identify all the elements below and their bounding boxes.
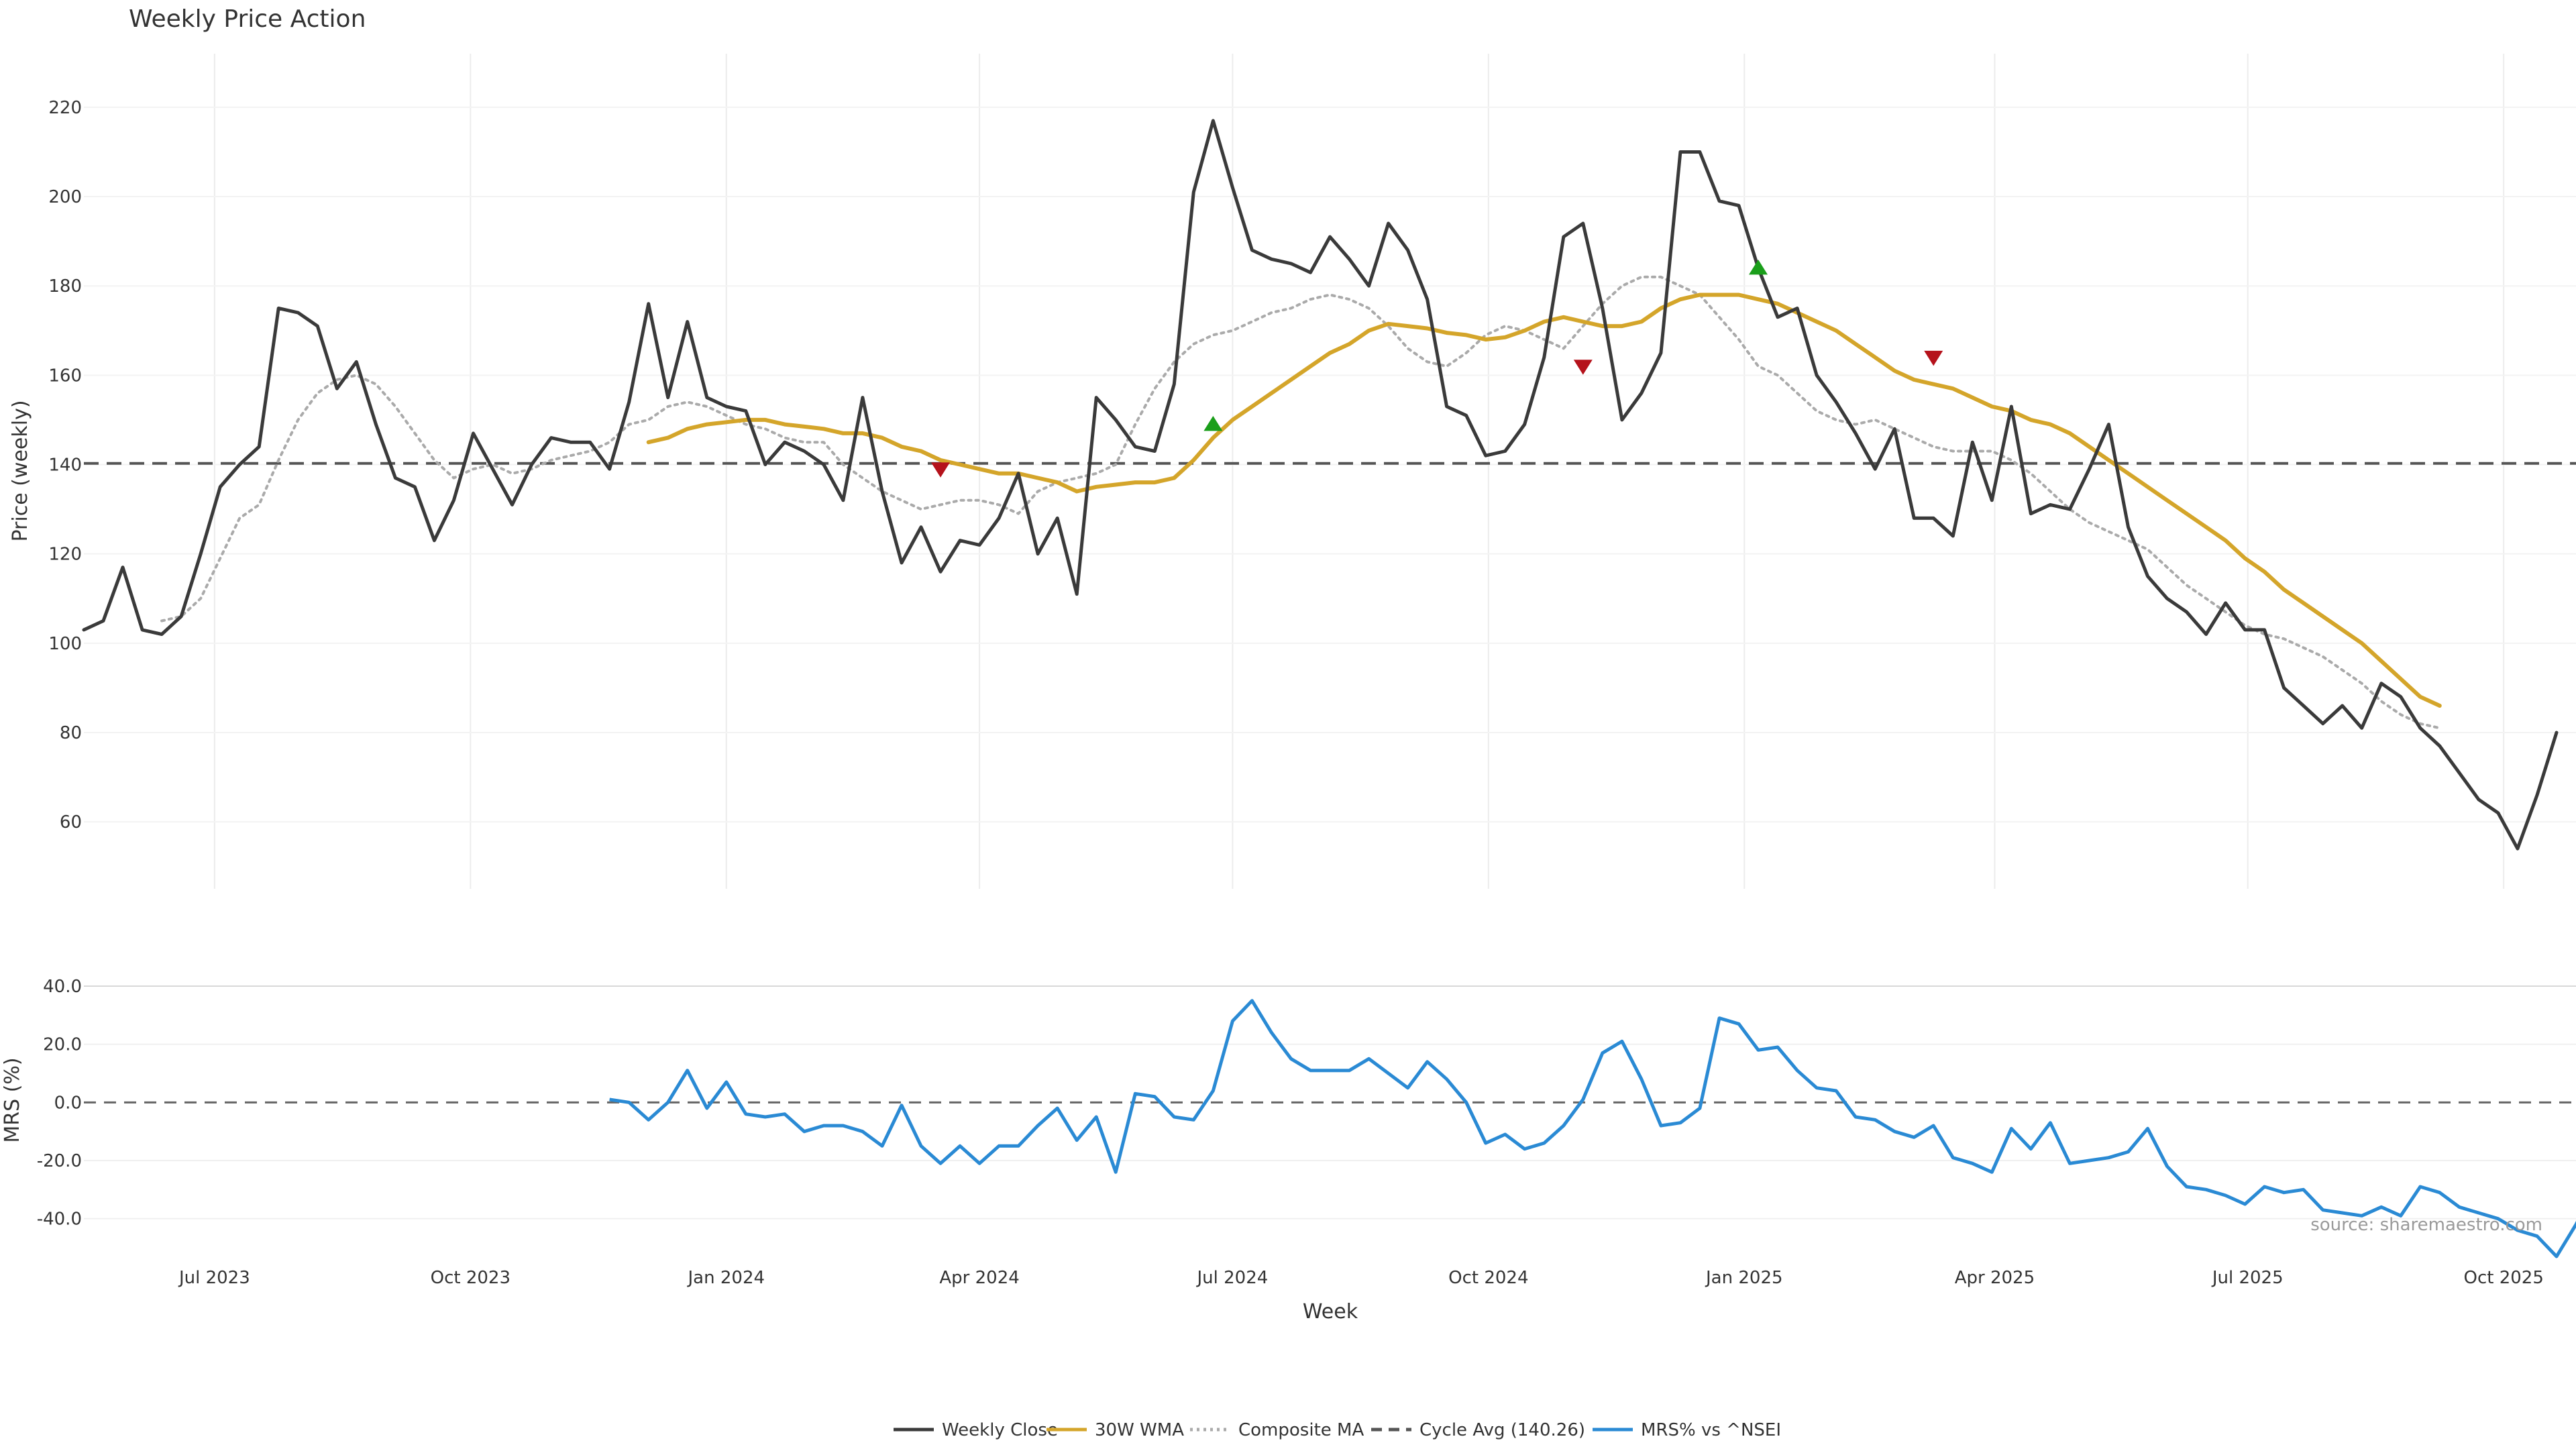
legend-item: 30W WMA <box>1046 1420 1184 1440</box>
signal-marker-up <box>1203 415 1223 431</box>
x-tick-label: Oct 2025 <box>2464 1268 2544 1288</box>
x-tick-label: Apr 2024 <box>939 1268 1019 1288</box>
source-note: source: sharemaestro.com <box>2310 1215 2542 1235</box>
price-y-tick: 120 <box>48 545 82 565</box>
signal-marker-down <box>1573 360 1593 375</box>
x-tick-labels: Jul 2023 Oct 2023 Jan 2024 Apr 2024 Jul 2024… <box>178 1268 2544 1288</box>
signal-marker-down <box>1924 350 1943 366</box>
chart-title: Weekly Price Action <box>129 5 366 33</box>
series-line-30w-wma <box>646 292 2442 708</box>
price-gridlines <box>84 54 2576 889</box>
x-tick-label: Jul 2024 <box>1195 1268 1268 1288</box>
x-tick-label: Apr 2025 <box>1955 1268 2035 1288</box>
x-tick-label: Oct 2024 <box>1448 1268 1528 1288</box>
legend-label: Weekly Close <box>942 1420 1058 1440</box>
legend-label: MRS% vs ^NSEI <box>1641 1420 1781 1440</box>
series-line-weekly-close <box>82 119 2559 851</box>
series-line-mrs <box>609 999 2576 1258</box>
price-y-tick: 140 <box>48 455 82 476</box>
legend-label: 30W WMA <box>1095 1420 1184 1440</box>
price-y-axis-label: Price (weekly) <box>9 400 32 541</box>
signal-marker-down <box>931 462 951 478</box>
legend-item: MRS% vs ^NSEI <box>1593 1420 1781 1440</box>
price-y-tick: 60 <box>60 812 82 833</box>
mrs-series-lines <box>609 999 2576 1258</box>
x-tick-label: Jan 2024 <box>687 1268 765 1288</box>
price-y-tick: 220 <box>48 98 82 118</box>
x-axis-label: Week <box>1303 1300 1358 1324</box>
price-y-tick-labels: 60 80 100 120 140 160 180 200 220 <box>48 98 82 833</box>
legend-item: Cycle Avg (140.26) <box>1371 1420 1585 1440</box>
mrs-y-tick: 0.0 <box>54 1093 82 1113</box>
mrs-y-tick: 20.0 <box>43 1035 82 1055</box>
price-y-tick: 200 <box>48 187 82 207</box>
mrs-y-tick: 40.0 <box>43 977 82 997</box>
signal-markers <box>931 259 1943 478</box>
legend-item: Weekly Close <box>894 1420 1058 1440</box>
x-tick-label: Jul 2023 <box>178 1268 250 1288</box>
signal-marker-up <box>1749 259 1768 275</box>
mrs-y-tick: -40.0 <box>37 1210 82 1230</box>
mrs-y-tick-labels: 40.0 20.0 0.0 -20.0 -40.0 <box>37 977 82 1230</box>
series-line-composite-ma <box>160 275 2441 730</box>
x-tick-label: Jul 2025 <box>2211 1268 2284 1288</box>
price-y-tick: 100 <box>48 634 82 654</box>
price-y-tick: 160 <box>48 366 82 386</box>
legend-item: Composite MA <box>1190 1420 1364 1440</box>
mrs-y-axis-label: MRS (%) <box>1 1057 24 1142</box>
price-y-tick: 180 <box>48 276 82 297</box>
x-tick-label: Jan 2025 <box>1705 1268 1783 1288</box>
mrs-gridlines <box>84 985 2576 1220</box>
price-y-tick: 80 <box>60 723 82 743</box>
price-series-lines <box>82 119 2559 851</box>
legend: Weekly Close 30W WMA Composite MA Cycle Avg… <box>894 1420 1781 1440</box>
legend-label: Cycle Avg (140.26) <box>1419 1420 1585 1440</box>
mrs-y-tick: -20.0 <box>37 1151 82 1171</box>
x-tick-label: Oct 2023 <box>431 1268 511 1288</box>
legend-label: Composite MA <box>1238 1420 1364 1440</box>
